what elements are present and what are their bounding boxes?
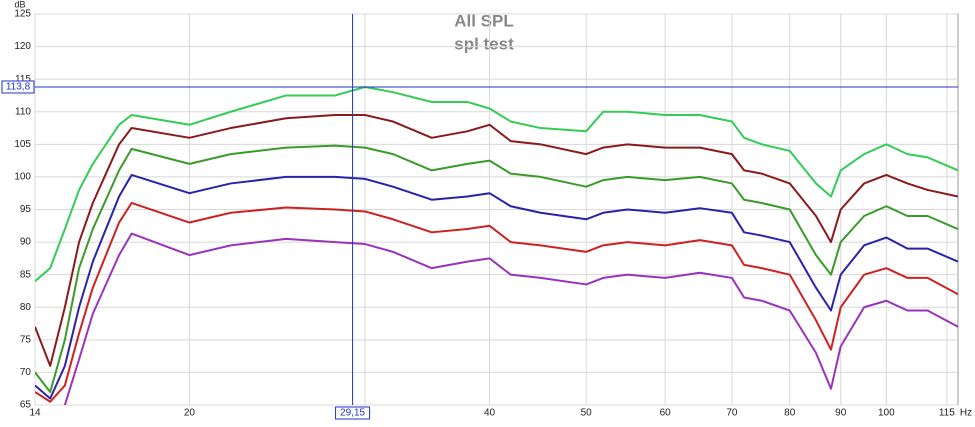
y-tick-label: 80 bbox=[20, 302, 32, 313]
series-line bbox=[35, 173, 958, 400]
x-tick-label: 90 bbox=[835, 408, 847, 419]
series-group bbox=[35, 85, 958, 405]
y-tick-label: 115 bbox=[15, 74, 31, 85]
x-tick-label: 100 bbox=[878, 408, 895, 419]
y-tick-label: 90 bbox=[20, 237, 32, 248]
y-tick-label: 100 bbox=[14, 172, 31, 183]
y-tick-label: 105 bbox=[14, 139, 31, 150]
x-tick-label: 14 bbox=[29, 408, 41, 419]
cursor-x-box bbox=[335, 406, 371, 420]
y-tick-label: 120 bbox=[14, 41, 31, 52]
x-tick-label: 50 bbox=[581, 408, 593, 419]
chart-title: All SPL bbox=[454, 11, 514, 30]
series-line bbox=[35, 114, 958, 367]
x-tick-label: 60 bbox=[660, 408, 672, 419]
y-tick-label: 70 bbox=[20, 367, 32, 378]
x-tick-label: 20 bbox=[184, 408, 196, 419]
x-tick-label: 115 bbox=[939, 408, 955, 419]
series-line bbox=[63, 232, 958, 405]
y-tick-label: 125 bbox=[14, 9, 31, 20]
cursor-y-box bbox=[1, 80, 35, 94]
series-line bbox=[35, 144, 958, 393]
y-tick-label: 65 bbox=[20, 400, 32, 411]
chart-subtitle: spl test bbox=[454, 34, 514, 53]
x-axis-label: Hz bbox=[960, 408, 972, 419]
series-line bbox=[35, 85, 958, 282]
y-tick-label: 95 bbox=[20, 204, 32, 215]
x-tick-label: 80 bbox=[784, 408, 796, 419]
cursor-x-label: 29,15 bbox=[340, 408, 365, 419]
y-axis-label: dB bbox=[14, 0, 25, 9]
x-tick-label: 70 bbox=[726, 408, 738, 419]
y-tick-label: 85 bbox=[20, 269, 32, 280]
y-tick-label: 110 bbox=[15, 106, 31, 117]
series-line bbox=[35, 201, 958, 403]
cursor-y-label: 113,8 bbox=[6, 82, 31, 93]
y-tick-label: 75 bbox=[20, 334, 32, 345]
x-tick-label: 40 bbox=[484, 408, 496, 419]
